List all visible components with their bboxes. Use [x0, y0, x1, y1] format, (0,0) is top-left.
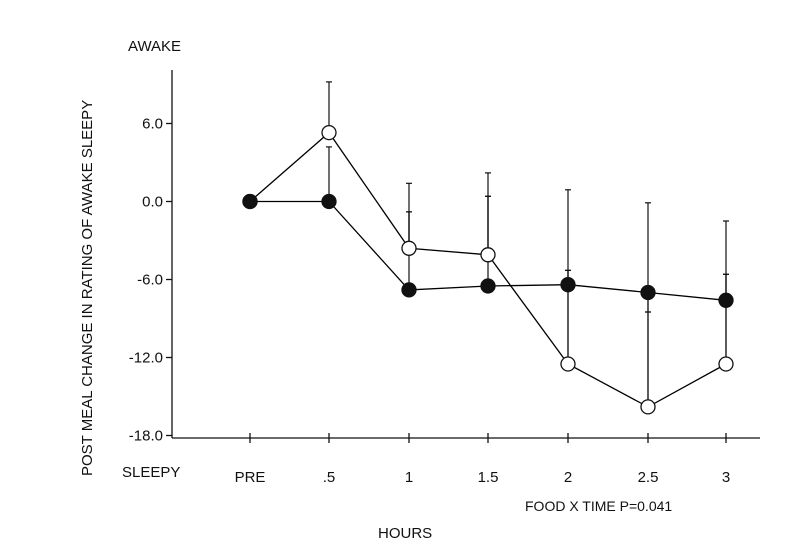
point-filled	[560, 277, 576, 293]
x-tick-label: 2.5	[638, 469, 659, 486]
point-open	[718, 356, 734, 372]
x-tick-label: 1	[405, 469, 413, 486]
x-tick-label: 1.5	[478, 469, 499, 486]
x-tick-label: 3	[722, 469, 730, 486]
axes: 6.0 0.0 -6.0 -12.0 -18.0 PRE .5 1 1.5 2 2.5 3	[129, 70, 760, 486]
point-filled	[640, 284, 656, 301]
x-tick-label: 2	[564, 469, 572, 486]
annotation-food-x-time: FOOD X TIME P=0.041	[525, 498, 672, 514]
point-open	[401, 240, 417, 256]
y-axis-title: POST MEAL CHANGE IN RATING OF AWAKE SLEE…	[79, 100, 96, 476]
series-markers	[242, 124, 734, 415]
error-bars	[326, 81, 729, 407]
point-open	[640, 399, 656, 415]
point-open	[321, 124, 337, 141]
x-tick-label: .5	[323, 469, 336, 486]
x-tick-label: PRE	[235, 469, 266, 486]
x-axis-title: HOURS	[378, 525, 432, 542]
y-tick-label: 0.0	[142, 194, 163, 211]
y-tick-label: 6.0	[142, 116, 163, 133]
point-filled	[242, 193, 258, 210]
y-tick-label: -18.0	[129, 428, 163, 445]
chart-labels: AWAKE SLEEPY POST MEAL CHANGE IN RATING …	[79, 38, 672, 542]
point-filled	[321, 193, 337, 210]
point-filled	[480, 278, 496, 294]
y-tick-label: -12.0	[129, 350, 163, 367]
y-tick-label: -6.0	[137, 272, 163, 289]
y-top-label: AWAKE	[128, 38, 181, 55]
y-bottom-label: SLEEPY	[122, 464, 180, 481]
point-filled	[718, 292, 734, 308]
point-open	[480, 247, 496, 263]
point-filled	[401, 282, 417, 298]
point-open	[560, 356, 576, 372]
